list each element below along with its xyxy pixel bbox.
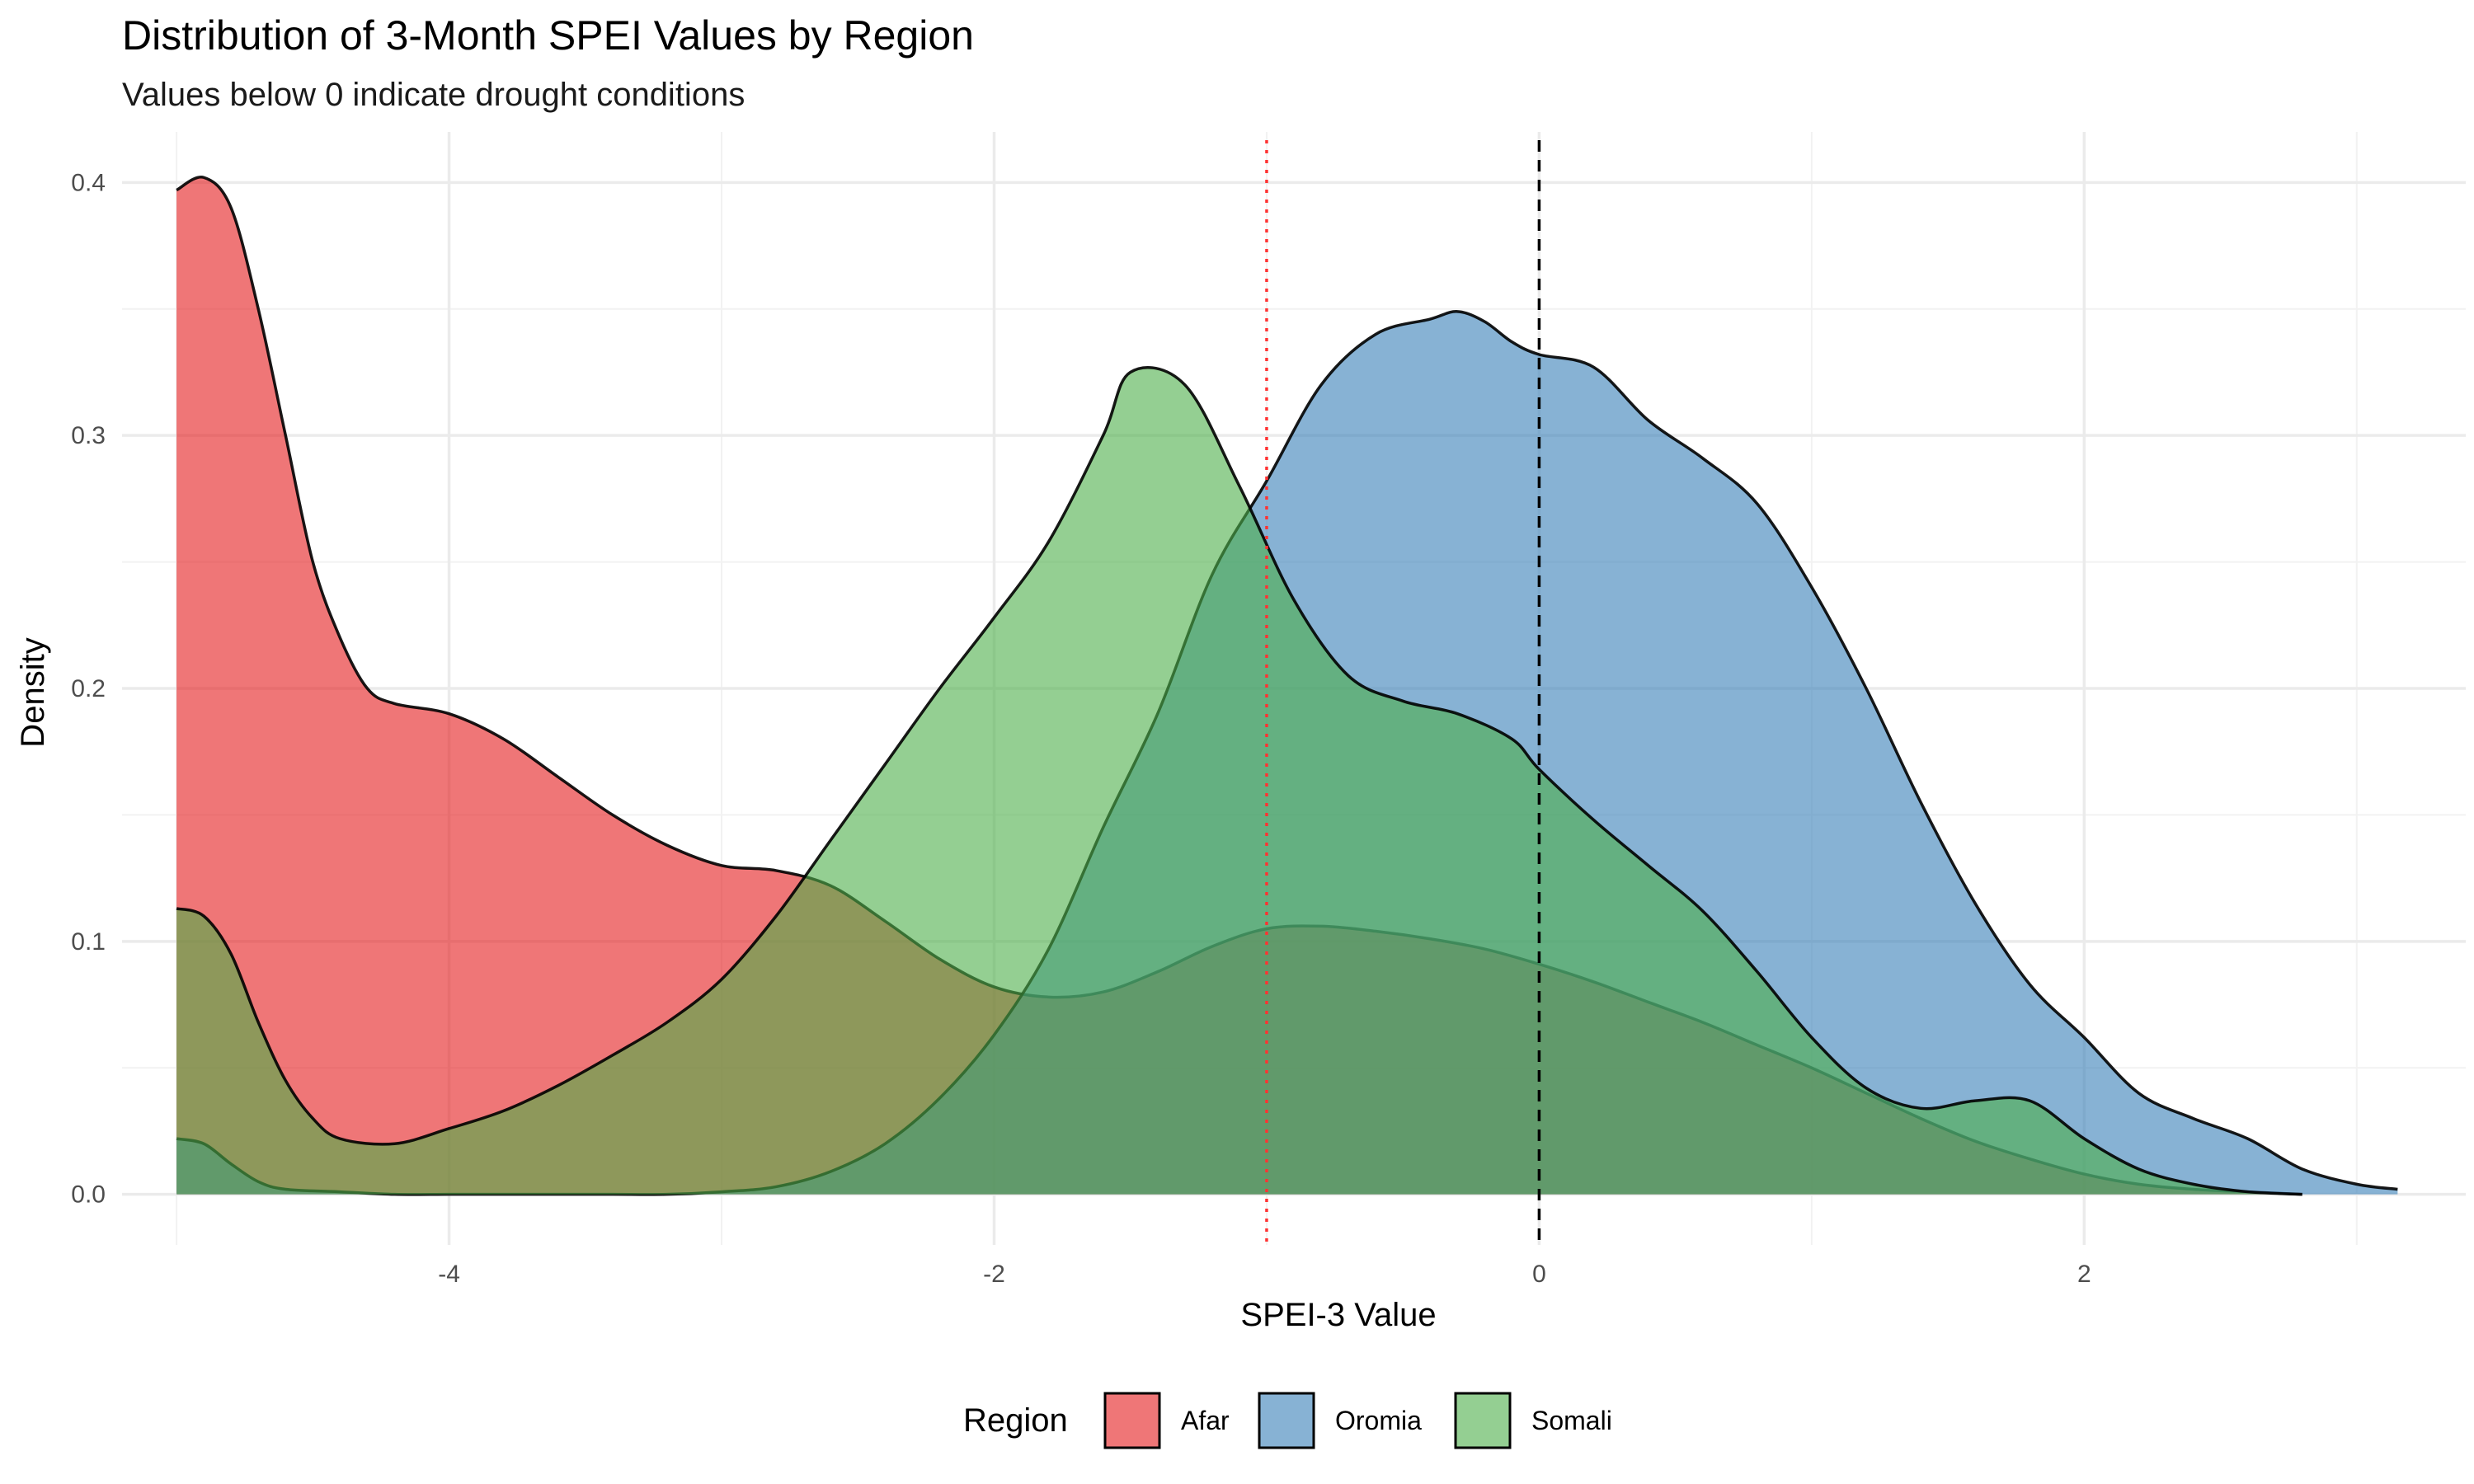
- density-area-somali: [176, 367, 2302, 1195]
- x-tick-label: 2: [2077, 1261, 2091, 1288]
- legend-key-oromia: [1258, 1392, 1315, 1449]
- legend-label-oromia: Oromia: [1335, 1406, 1422, 1435]
- density-area-afar: [176, 176, 2302, 1195]
- legend: Region Afar Oromia Somali: [963, 1392, 1612, 1449]
- x-tick-label: 0: [1532, 1261, 1546, 1288]
- y-tick-label: 0.4: [71, 169, 106, 196]
- y-tick-label: 0.0: [71, 1181, 106, 1209]
- density-line-somali: [176, 366, 2302, 1196]
- x-tick-label: -4: [438, 1261, 460, 1288]
- y-tick-label: 0.2: [71, 675, 106, 702]
- y-tick-label: 0.3: [71, 422, 106, 449]
- y-tick-label: 0.1: [71, 928, 106, 956]
- legend-key-afar: [1103, 1392, 1161, 1449]
- x-tick-label: -2: [983, 1261, 1005, 1288]
- legend-title: Region: [963, 1402, 1068, 1439]
- chart-title: Distribution of 3-Month SPEI Values by R…: [122, 12, 974, 59]
- legend-label-somali: Somali: [1531, 1406, 1612, 1435]
- x-axis-title: SPEI-3 Value: [1240, 1297, 1436, 1333]
- plot-area: -4 -2 0 2 0.0 0.1 0.2 0.3 0.4: [71, 132, 2466, 1288]
- y-axis-title: Density: [15, 637, 51, 747]
- legend-label-afar: Afar: [1181, 1406, 1230, 1435]
- chart-subtitle: Values below 0 indicate drought conditio…: [122, 77, 745, 113]
- legend-key-somali: [1454, 1392, 1512, 1449]
